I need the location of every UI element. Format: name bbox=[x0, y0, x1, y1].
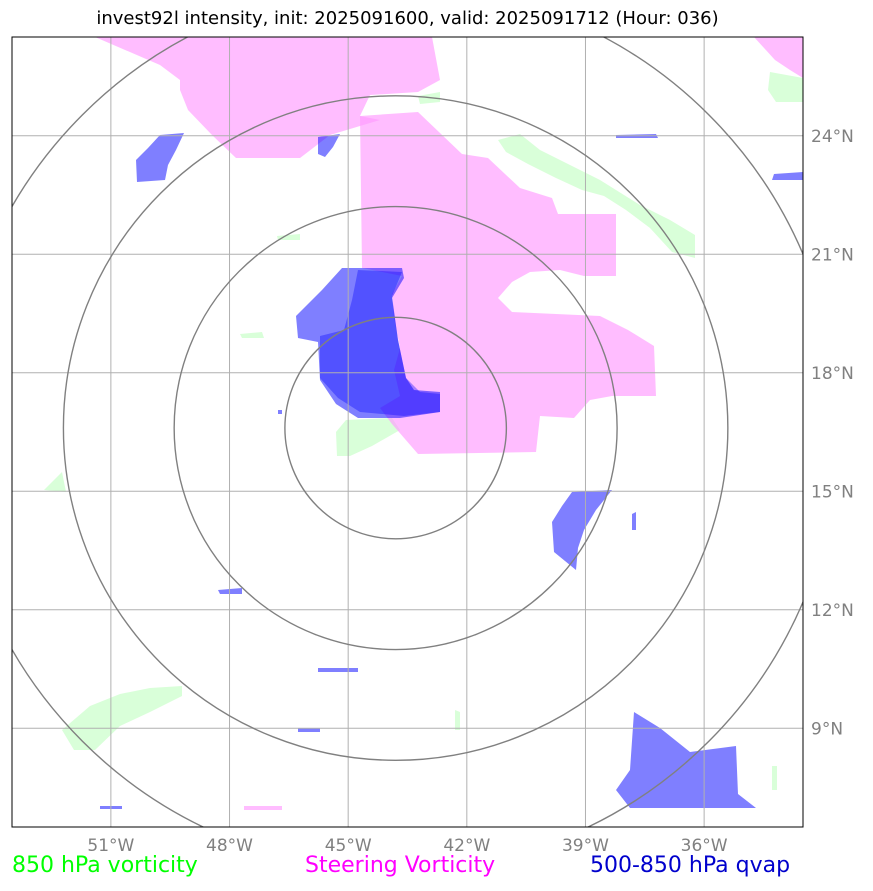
qvap-region bbox=[552, 490, 612, 570]
qvap-region bbox=[298, 728, 320, 732]
vorticity-850-region bbox=[498, 134, 695, 258]
longitude-tick-label: 48°W bbox=[206, 836, 253, 856]
legend-steering-vorticity: Steering Vorticity bbox=[305, 853, 495, 878]
vorticity-850-region bbox=[240, 332, 264, 338]
latitude-tick-label: 21°N bbox=[811, 245, 854, 265]
latitude-tick-label: 9°N bbox=[811, 719, 843, 739]
tick-labels: 51°W 48°W 45°W 42°W 39°W 36°W 24°N 21°N 18°N 15°N… bbox=[87, 127, 853, 856]
steering-vorticity-contours bbox=[95, 37, 803, 810]
steering-vorticity-region bbox=[360, 112, 656, 454]
range-rings bbox=[12, 37, 803, 827]
qvap-region bbox=[616, 712, 756, 808]
legend-steering-vorticity-label: Steering Vorticity bbox=[305, 853, 496, 878]
latitude-tick-label: 12°N bbox=[811, 601, 854, 621]
range-ring bbox=[284, 316, 508, 540]
qvap-region bbox=[320, 270, 440, 416]
qvap-region bbox=[318, 668, 358, 672]
legend-qvap: 500-850 hPa qvap bbox=[590, 853, 790, 878]
range-ring bbox=[173, 205, 618, 651]
plot-frame bbox=[11, 36, 804, 828]
latitude-tick-label: 15°N bbox=[811, 482, 854, 502]
steering-vorticity-region bbox=[244, 806, 282, 810]
map-title: invest92l intensity, init: 2025091600, v… bbox=[96, 8, 719, 29]
legend-850-vorticity-label: 850 hPa vorticity bbox=[12, 853, 198, 878]
longitude-tick-label: 39°W bbox=[562, 836, 609, 856]
vorticity-850-region bbox=[455, 710, 460, 730]
legend-850-vorticity: 850 hPa vorticity bbox=[12, 853, 198, 878]
vorticity-850-region bbox=[44, 472, 66, 492]
longitude-tick-label: 42°W bbox=[443, 836, 490, 856]
qvap-region bbox=[278, 410, 282, 414]
legend-qvap-label: 500-850 hPa qvap bbox=[590, 853, 791, 878]
qvap-contours bbox=[100, 133, 803, 809]
vorticity-850-region bbox=[772, 766, 777, 790]
vorticity-850-region bbox=[768, 72, 803, 102]
range-ring bbox=[62, 95, 729, 761]
qvap-region bbox=[296, 268, 440, 418]
qvap-region bbox=[318, 134, 340, 157]
longitude-tick-label: 51°W bbox=[87, 836, 134, 856]
gridlines bbox=[12, 37, 803, 827]
vorticity-850-region bbox=[62, 686, 182, 750]
steering-vorticity-region bbox=[754, 37, 803, 78]
qvap-region bbox=[632, 512, 636, 530]
qvap-region bbox=[136, 133, 184, 182]
steering-vorticity-region bbox=[95, 37, 440, 158]
latitude-tick-label: 24°N bbox=[811, 127, 854, 147]
qvap-region bbox=[772, 172, 803, 180]
longitude-tick-label: 36°W bbox=[681, 836, 728, 856]
vorticity-850-region bbox=[277, 234, 300, 240]
longitude-tick-label: 45°W bbox=[325, 836, 372, 856]
vorticity-850-region bbox=[336, 418, 400, 456]
latitude-tick-label: 18°N bbox=[811, 364, 854, 384]
